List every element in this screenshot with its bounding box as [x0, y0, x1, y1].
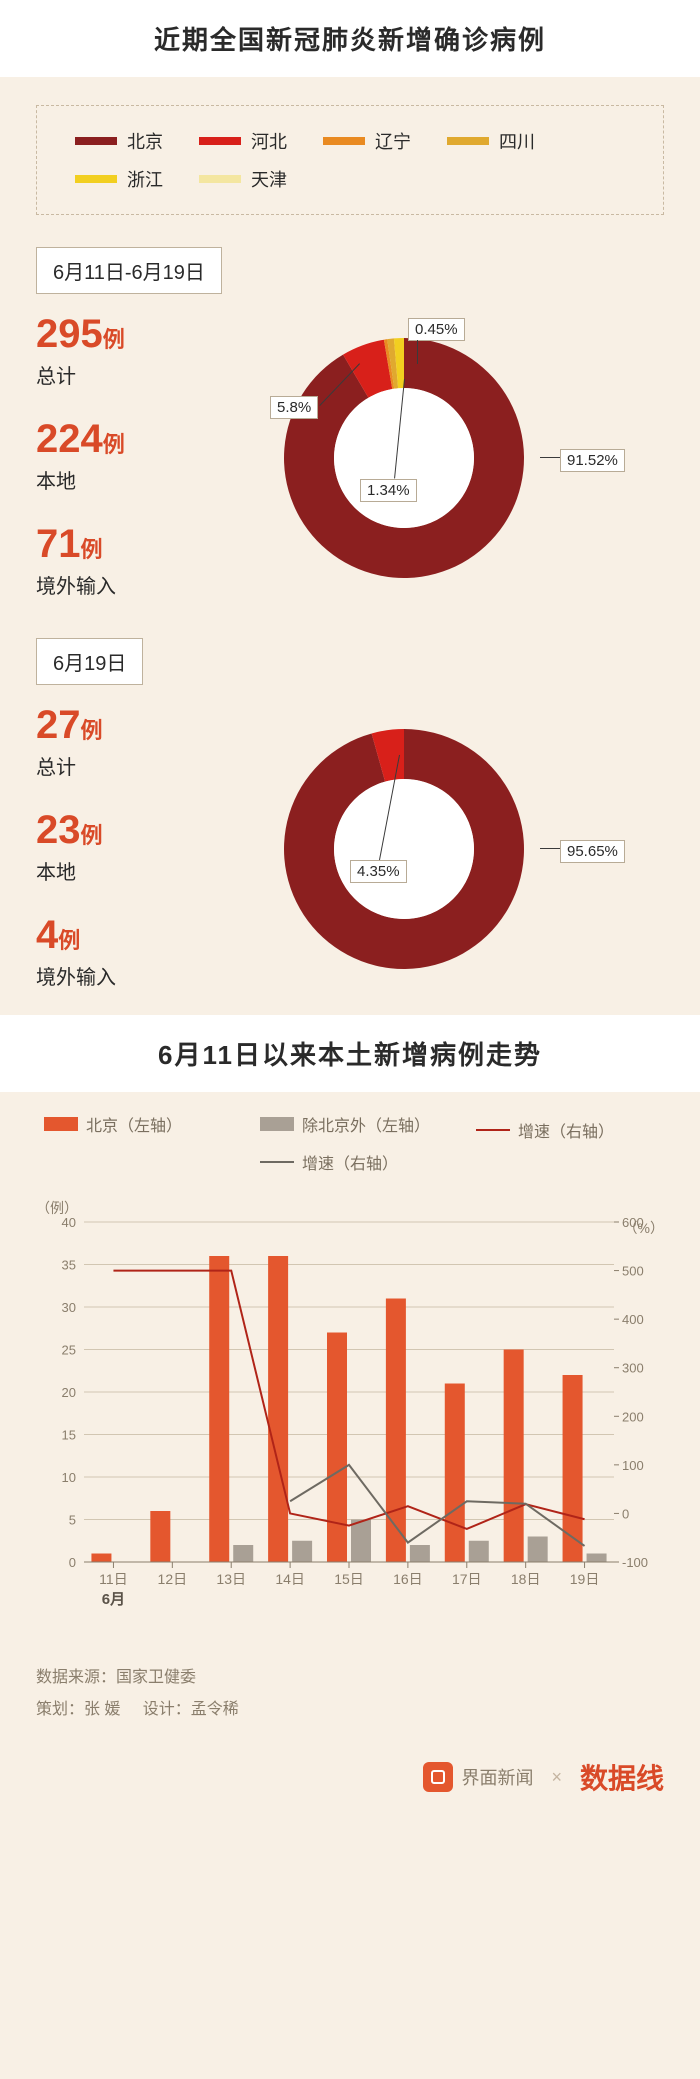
pct-callout: 0.45% — [408, 318, 465, 341]
donut-chart-1: 91.52% 0.45% 5.8% 1.34% — [0, 304, 700, 614]
legend-label: 北京 — [127, 128, 163, 154]
bar-beijing — [209, 1256, 229, 1562]
bar-beijing — [563, 1375, 583, 1562]
trend-legend-item: 增速（右轴） — [476, 1118, 656, 1142]
svg-text:13日: 13日 — [216, 1571, 246, 1587]
bar-beijing — [91, 1554, 111, 1563]
svg-text:11日: 11日 — [99, 1571, 128, 1587]
trend-legend-item: 增速（右轴） — [260, 1150, 440, 1174]
source-value: 国家卫健委 — [116, 1669, 196, 1686]
design-value: 孟令稀 — [191, 1701, 239, 1718]
legend-swatch — [199, 137, 241, 145]
legend-item: 天津 — [199, 166, 287, 192]
pct-callout: 91.52% — [560, 449, 625, 472]
bar-beijing — [504, 1350, 524, 1563]
design-label: 设计： — [143, 1701, 191, 1718]
svg-text:200: 200 — [622, 1409, 644, 1424]
legend-swatch — [199, 175, 241, 183]
footer-logos: 界面新闻 × 数据线 — [0, 1757, 700, 1827]
svg-text:0: 0 — [622, 1506, 629, 1521]
pct-callout: 95.65% — [560, 840, 625, 863]
svg-text:15日: 15日 — [334, 1571, 364, 1587]
bar-other — [528, 1537, 548, 1563]
bar-other — [233, 1545, 253, 1562]
trend-chart: （例） （%） 0510152025303540-100010020030040… — [36, 1198, 664, 1633]
legend-swatch — [323, 137, 365, 145]
datawire-brand: 数据线 — [580, 1757, 664, 1797]
svg-text:14日: 14日 — [275, 1571, 305, 1587]
plan-value: 张 媛 — [84, 1701, 120, 1718]
bar-beijing — [150, 1511, 170, 1562]
svg-text:-100: -100 — [622, 1555, 648, 1570]
credits: 数据来源：国家卫健委 策划：张 媛 设计：孟令稀 — [0, 1643, 700, 1757]
legend-swatch — [447, 137, 489, 145]
svg-text:300: 300 — [622, 1361, 644, 1376]
trend-legend: 北京（左轴） 除北京外（左轴） 增速（右轴） 增速（右轴） — [0, 1108, 700, 1178]
trend-title: 6月11日以来本土新增病例走势 — [0, 1015, 700, 1092]
bar-other — [351, 1520, 371, 1563]
trend-legend-item: 北京（左轴） — [44, 1112, 224, 1136]
svg-text:0: 0 — [69, 1555, 76, 1570]
svg-text:19日: 19日 — [570, 1571, 600, 1587]
svg-text:5: 5 — [69, 1513, 76, 1528]
svg-text:400: 400 — [622, 1312, 644, 1327]
legend-item: 北京 — [75, 128, 163, 154]
bar-beijing — [445, 1384, 465, 1563]
bar-beijing — [327, 1333, 347, 1563]
svg-text:15: 15 — [62, 1428, 76, 1443]
legend-label: 辽宁 — [375, 128, 411, 154]
svg-text:30: 30 — [62, 1300, 76, 1315]
bar-other — [587, 1554, 607, 1563]
date-range-2: 6月19日 — [36, 638, 143, 685]
svg-text:35: 35 — [62, 1258, 76, 1273]
legend-item: 四川 — [447, 128, 535, 154]
left-axis-label: （例） — [36, 1198, 78, 1218]
legend-swatch — [75, 137, 117, 145]
jiemian-brand: 界面新闻 — [461, 1764, 533, 1790]
svg-text:12日: 12日 — [158, 1571, 188, 1587]
bar-beijing — [268, 1256, 288, 1562]
pct-callout: 1.34% — [360, 479, 417, 502]
legend-label: 浙江 — [127, 166, 163, 192]
bar-other — [410, 1545, 430, 1562]
right-axis-label: （%） — [624, 1218, 664, 1238]
bar-other — [292, 1541, 312, 1562]
svg-text:6月: 6月 — [102, 1591, 125, 1608]
trend-svg: 0510152025303540-10001002003004005006001… — [36, 1198, 664, 1628]
legend-swatch — [75, 175, 117, 183]
svg-text:500: 500 — [622, 1264, 644, 1279]
trend-legend-item: 除北京外（左轴） — [260, 1112, 440, 1136]
jiemian-logo-icon — [423, 1762, 453, 1792]
legend-item: 浙江 — [75, 166, 163, 192]
date-range-1: 6月11日-6月19日 — [36, 247, 222, 294]
svg-text:20: 20 — [62, 1385, 76, 1400]
bar-beijing — [386, 1299, 406, 1563]
svg-text:17日: 17日 — [452, 1571, 482, 1587]
legend-item: 河北 — [199, 128, 287, 154]
legend-label: 四川 — [499, 128, 535, 154]
legend-item: 辽宁 — [323, 128, 411, 154]
legend-label: 天津 — [251, 166, 287, 192]
svg-text:18日: 18日 — [511, 1571, 541, 1587]
plan-label: 策划： — [36, 1701, 84, 1718]
section-period-1: 295例总计224例本地71例境外输入 91.52%0.45%5.8%1.34% — [0, 304, 700, 624]
svg-text:10: 10 — [62, 1470, 76, 1485]
legend-label: 河北 — [251, 128, 287, 154]
section-period-2: 27例总计23例本地4例境外输入 95.65%4.35% — [0, 695, 700, 1015]
logo-separator: × — [551, 1767, 562, 1788]
page-title: 近期全国新冠肺炎新增确诊病例 — [0, 0, 700, 77]
svg-text:100: 100 — [622, 1458, 644, 1473]
pct-callout: 5.8% — [270, 396, 318, 419]
donut-chart-2: 95.65% 4.35% — [0, 695, 700, 1005]
source-label: 数据来源： — [36, 1669, 116, 1686]
svg-text:25: 25 — [62, 1343, 76, 1358]
svg-text:16日: 16日 — [393, 1571, 423, 1587]
bar-other — [469, 1541, 489, 1562]
province-legend: 北京 河北 辽宁 四川浙江 天津 — [36, 105, 664, 215]
pct-callout: 4.35% — [350, 860, 407, 883]
